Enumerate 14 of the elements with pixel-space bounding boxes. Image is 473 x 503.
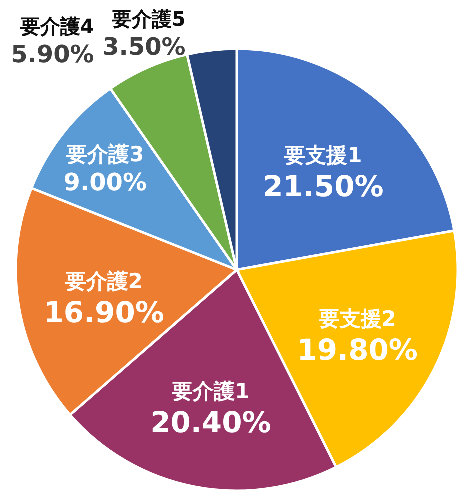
- data-label: 19.80%: [297, 333, 418, 368]
- slice-label: 要介護4: [19, 14, 94, 39]
- slice-label: 要介護5: [110, 7, 186, 31]
- slice-label: 要支援1: [284, 144, 362, 168]
- slice-label: 要介護3: [66, 142, 144, 167]
- data-label: 3.50%: [102, 33, 186, 61]
- slice-label: 要介護1: [171, 379, 250, 404]
- data-label: 5.90%: [11, 40, 94, 69]
- data-label: 20.40%: [150, 405, 272, 440]
- data-label: 16.90%: [44, 296, 164, 330]
- data-label: 9.00%: [64, 168, 148, 197]
- data-label: 21.50%: [263, 170, 384, 204]
- slice-label: 要介護2: [64, 270, 143, 294]
- slice-label: 要支援2: [318, 307, 396, 332]
